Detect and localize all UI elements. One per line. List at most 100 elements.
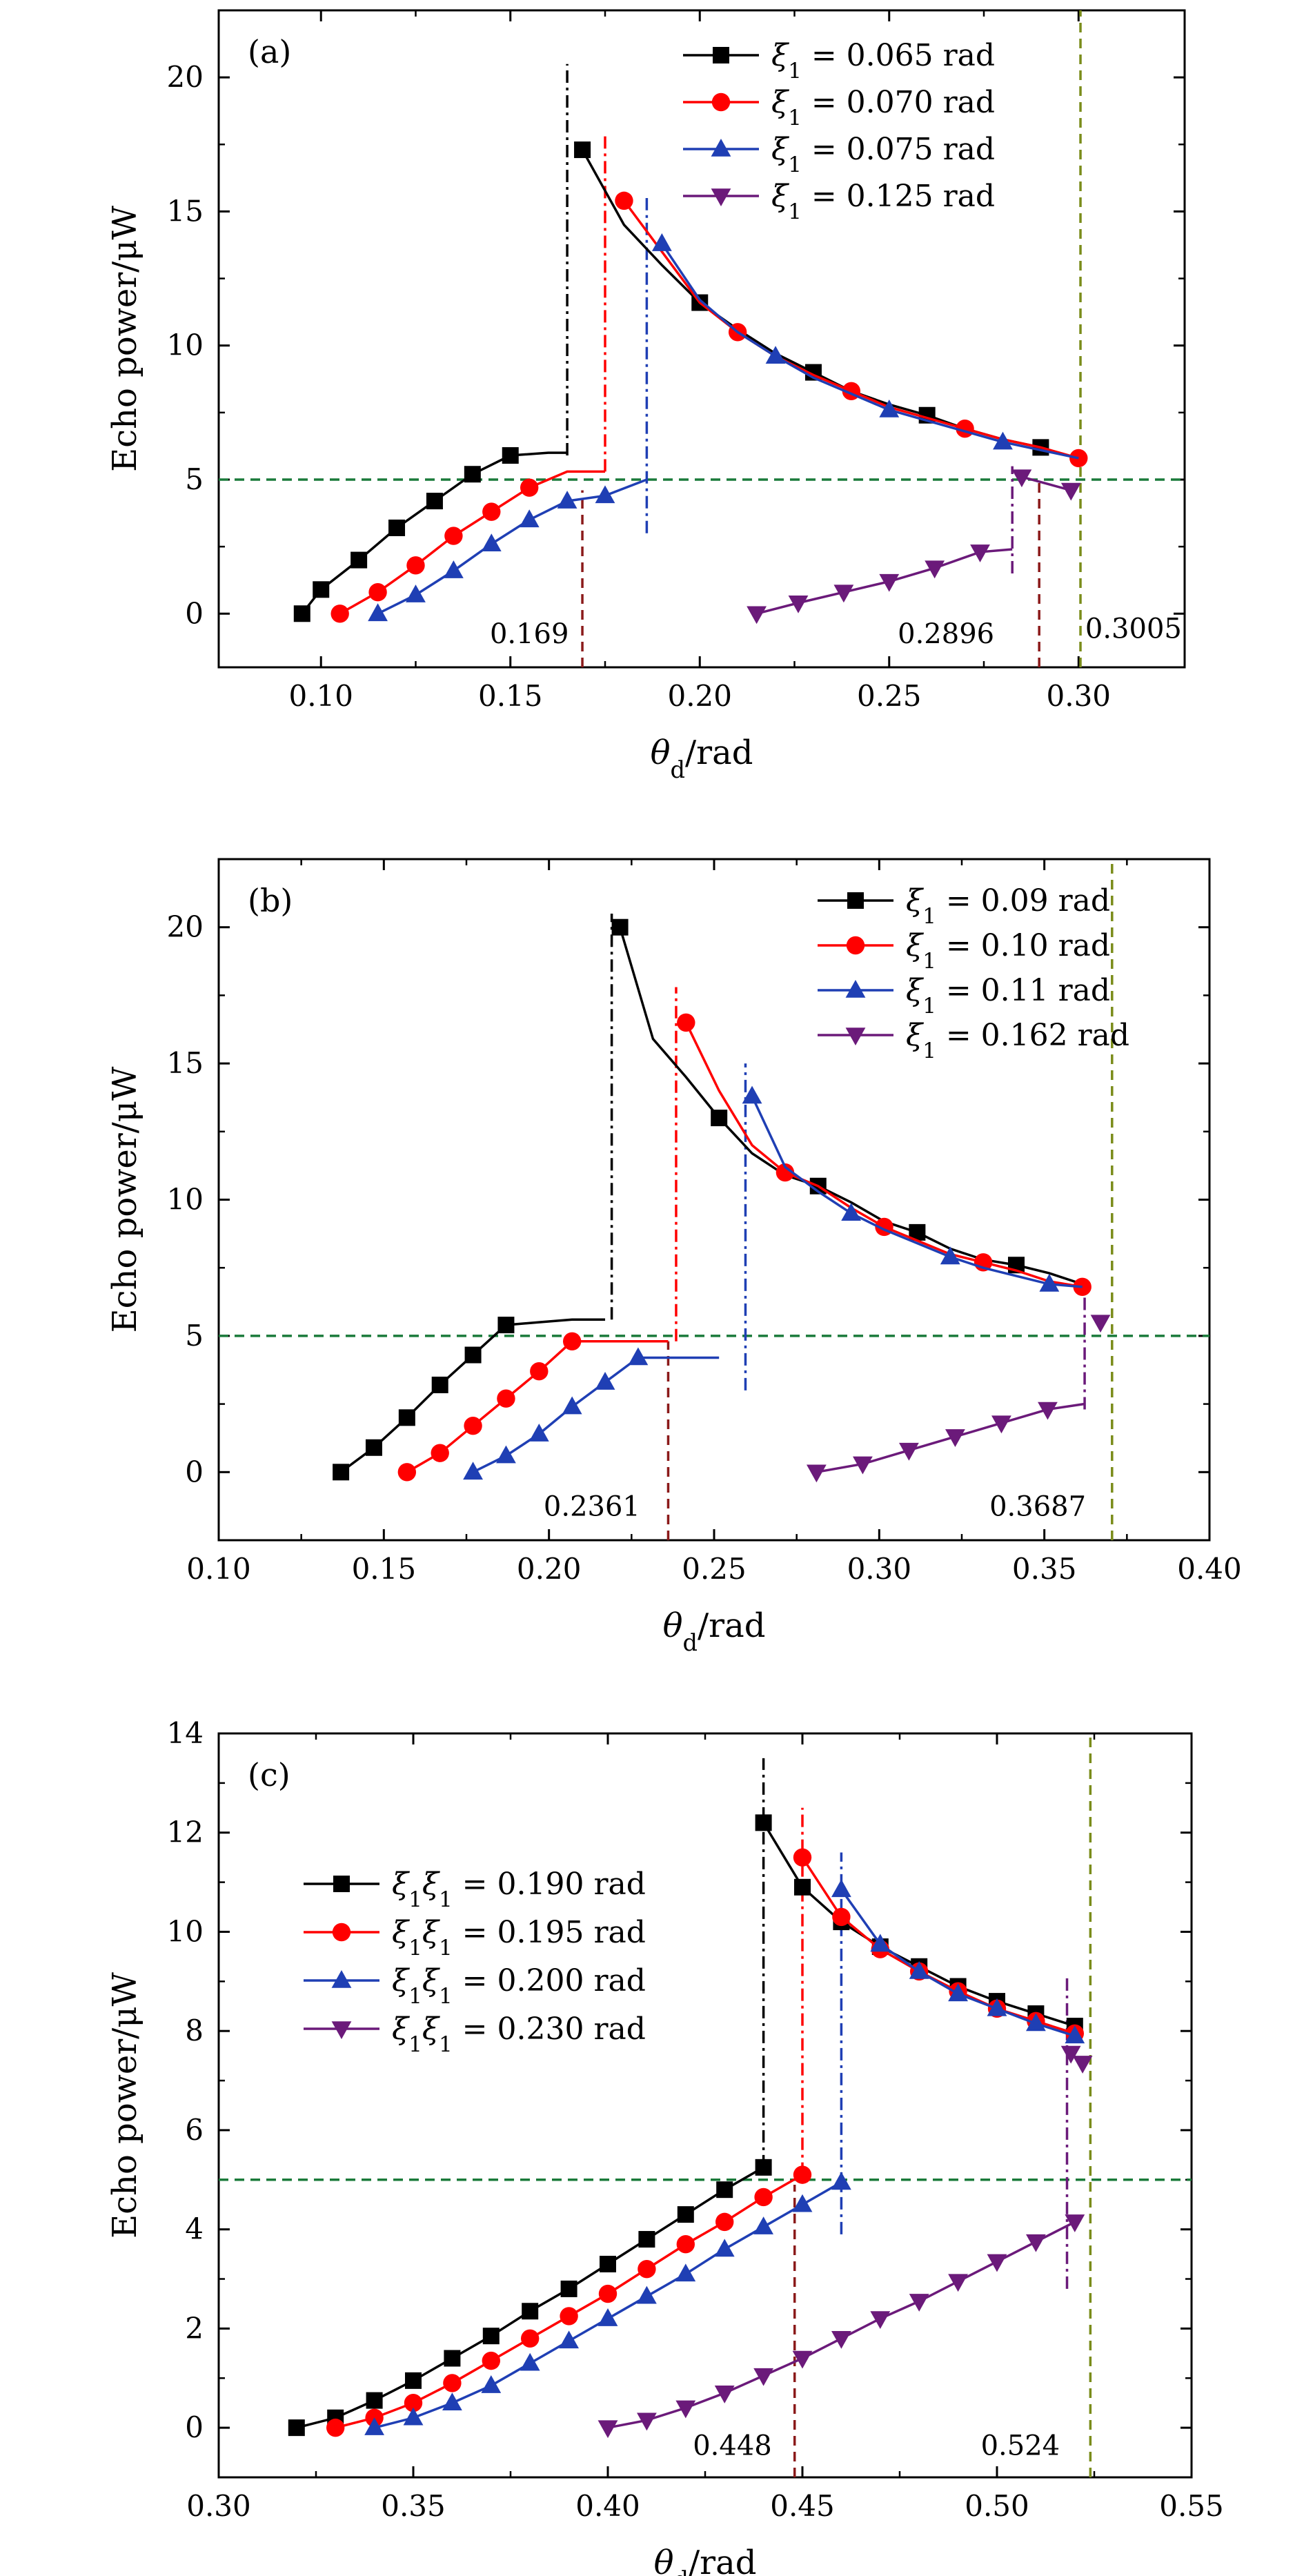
data-point <box>925 560 945 579</box>
data-point <box>948 2274 968 2292</box>
data-point <box>909 2294 929 2312</box>
data-point <box>1060 2045 1081 2064</box>
legend-entry: ξ1 = 0.10 rad <box>906 928 1110 974</box>
data-point <box>755 1814 772 1831</box>
legend-entry: ξ1ξ1 = 0.190 rad <box>392 1867 646 1912</box>
data-point <box>899 1442 919 1461</box>
data-point <box>1026 2013 1046 2032</box>
data-point <box>313 581 330 598</box>
data-point <box>598 2284 618 2303</box>
data-point <box>444 2350 461 2367</box>
data-point <box>832 1907 851 1927</box>
data-point <box>398 1409 415 1426</box>
data-point <box>388 519 406 536</box>
plot-area <box>219 859 1209 1540</box>
legend-entry: ξ1ξ1 = 0.230 rad <box>392 2012 646 2057</box>
data-point <box>530 1362 549 1381</box>
data-point <box>464 1416 482 1435</box>
series-line <box>301 451 568 615</box>
legend-marker <box>711 92 731 112</box>
data-point <box>595 485 615 504</box>
data-point <box>330 604 349 623</box>
data-point <box>754 2187 773 2207</box>
data-point <box>747 606 767 625</box>
data-point <box>464 1346 482 1364</box>
data-point <box>714 2386 735 2403</box>
data-point <box>788 595 809 613</box>
y-tick-label: 0 <box>185 1455 204 1488</box>
legend-entry: ξ1 = 0.075 rad <box>771 132 995 177</box>
data-point <box>431 1376 448 1393</box>
data-point <box>765 346 786 364</box>
data-point <box>753 2216 773 2234</box>
data-point <box>677 1013 695 1032</box>
data-point <box>482 502 501 521</box>
vline-value-label: 0.448 <box>693 2430 772 2462</box>
series-2 <box>463 1085 1083 1480</box>
legend-entry: ξ1 = 0.11 rad <box>906 973 1110 1019</box>
data-point <box>368 583 387 602</box>
data-point <box>991 1415 1011 1434</box>
data-point <box>528 1424 549 1442</box>
data-point <box>1011 469 1032 488</box>
series-line <box>374 2181 842 2429</box>
x-axis-title: θd/rad <box>663 1606 766 1656</box>
legend-marker <box>711 188 731 206</box>
series-3 <box>597 2045 1093 2439</box>
data-point <box>794 1878 811 1896</box>
data-point <box>676 2235 695 2254</box>
data-point <box>637 2285 657 2304</box>
data-point <box>638 2259 656 2279</box>
series-line <box>607 2221 1076 2429</box>
data-point <box>463 1462 483 1480</box>
data-point <box>793 1848 812 1867</box>
x-tick-label: 0.35 <box>1012 1552 1077 1586</box>
x-axis-title: θd/rad <box>654 2544 757 2576</box>
legend-marker <box>331 2021 352 2039</box>
data-point <box>397 1463 417 1482</box>
data-point <box>600 2255 616 2272</box>
x-tick-label: 0.35 <box>381 2489 446 2523</box>
x-tick-label: 0.40 <box>575 2489 640 2523</box>
panel-label: (b) <box>248 882 293 919</box>
x-tick-label: 0.40 <box>1177 1552 1242 1586</box>
data-point <box>502 447 519 464</box>
data-point <box>1072 2056 1093 2074</box>
data-point <box>870 2311 891 2330</box>
y-tick-label: 5 <box>185 1319 204 1353</box>
data-point <box>521 2329 540 2348</box>
data-point <box>940 1246 960 1265</box>
series-2 <box>364 1879 1085 2435</box>
data-point <box>597 2420 618 2439</box>
data-point <box>831 1879 851 1898</box>
vline-value-label: 0.524 <box>981 2430 1060 2462</box>
data-point <box>711 1110 728 1127</box>
data-point <box>637 2412 657 2431</box>
data-point <box>520 2352 540 2371</box>
plot-frame <box>217 9 1186 669</box>
data-point <box>444 527 463 545</box>
data-point <box>792 2350 813 2369</box>
data-point <box>497 1317 515 1334</box>
data-point <box>853 1456 873 1475</box>
legend-marker <box>846 936 865 955</box>
y-tick-label: 10 <box>167 1183 204 1217</box>
plot-area <box>219 10 1185 667</box>
data-point <box>595 1372 615 1390</box>
vline-value-label: 0.3687 <box>989 1491 1086 1522</box>
data-point <box>431 1444 449 1462</box>
data-point <box>406 556 425 575</box>
data-point <box>776 1163 795 1182</box>
vline-value-label: 0.169 <box>490 618 569 650</box>
data-point <box>1038 1402 1058 1420</box>
y-tick-label: 10 <box>167 1914 204 1948</box>
data-point <box>293 605 310 622</box>
data-point <box>481 2375 502 2393</box>
x-tick-label: 0.15 <box>478 679 543 713</box>
data-point <box>326 2418 345 2437</box>
legend-marker <box>713 47 729 63</box>
data-point <box>879 399 900 417</box>
